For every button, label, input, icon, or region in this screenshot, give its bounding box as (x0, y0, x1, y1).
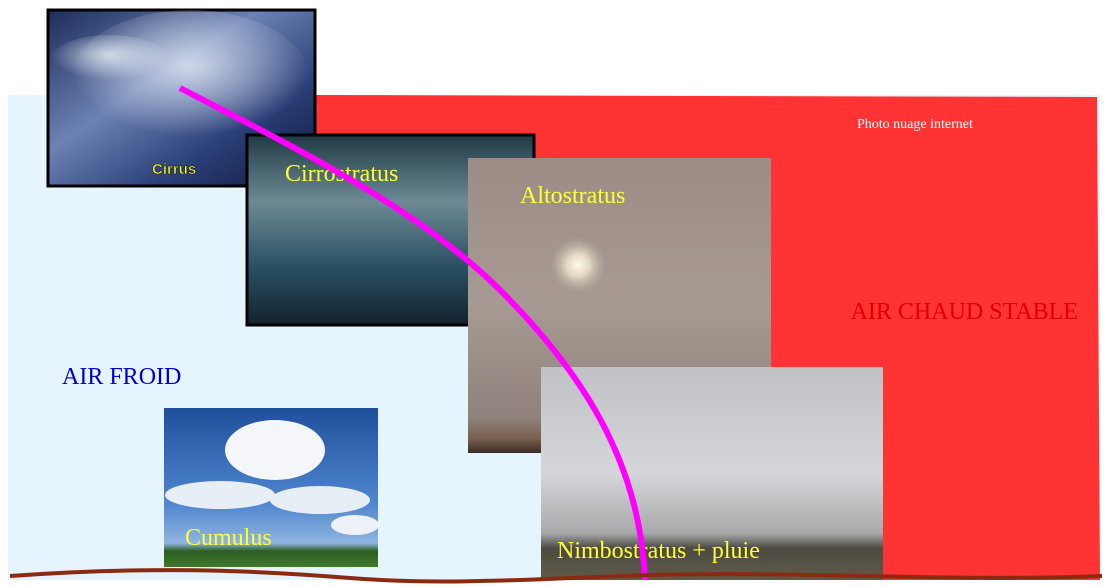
cloud-label: Altostratus (520, 183, 625, 209)
slide: Photo nuage internet AIR CHAUD STABLE AI… (0, 0, 1112, 587)
credit: Photo nuage internet (857, 117, 973, 132)
cold-air-label: AIR FROID (62, 364, 181, 390)
nimbostratus-photo: Nimbostratus + pluie (541, 367, 883, 580)
cloud-label: Cumulus (185, 525, 272, 551)
cloud-label: Nimbostratus + pluie (557, 538, 760, 564)
cloud-label: Cirrus (152, 161, 196, 178)
warm-air-label: AIR CHAUD STABLE (851, 299, 1078, 325)
cumulus-photo: Cumulus (164, 408, 379, 567)
